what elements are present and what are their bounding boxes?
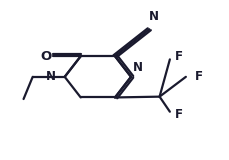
Text: N: N — [148, 10, 158, 23]
Text: O: O — [41, 50, 52, 63]
Text: N: N — [45, 70, 55, 83]
Text: F: F — [194, 70, 202, 83]
Text: F: F — [174, 108, 182, 121]
Text: N: N — [133, 61, 143, 74]
Text: F: F — [174, 50, 182, 63]
